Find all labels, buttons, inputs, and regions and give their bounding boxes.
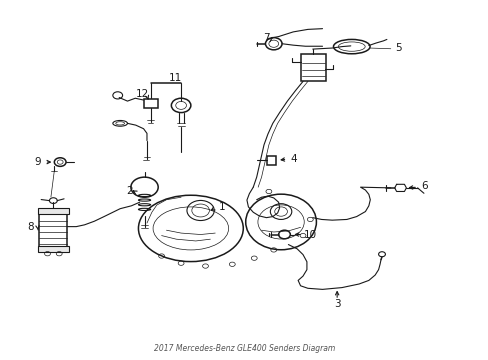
Bar [300, 54, 325, 81]
Text: 12: 12 [135, 89, 148, 99]
Text: 2: 2 [126, 186, 133, 197]
Text: 2017 Mercedes-Benz GLE400 Senders Diagram: 2017 Mercedes-Benz GLE400 Senders Diagra… [154, 344, 334, 353]
Text: 9: 9 [34, 157, 41, 167]
Bar [39, 213, 67, 247]
Bar [266, 156, 275, 165]
Text: 11: 11 [168, 73, 182, 83]
Text: 5: 5 [394, 43, 401, 53]
Text: 7: 7 [263, 33, 269, 43]
Text: 1: 1 [219, 202, 225, 212]
Text: 3: 3 [333, 299, 340, 309]
Text: 6: 6 [421, 181, 427, 192]
Text: 4: 4 [289, 154, 296, 164]
Text: 8: 8 [27, 222, 34, 231]
Text: 10: 10 [303, 230, 316, 239]
Bar [143, 99, 158, 108]
Bar [38, 246, 69, 252]
Bar [38, 208, 69, 214]
